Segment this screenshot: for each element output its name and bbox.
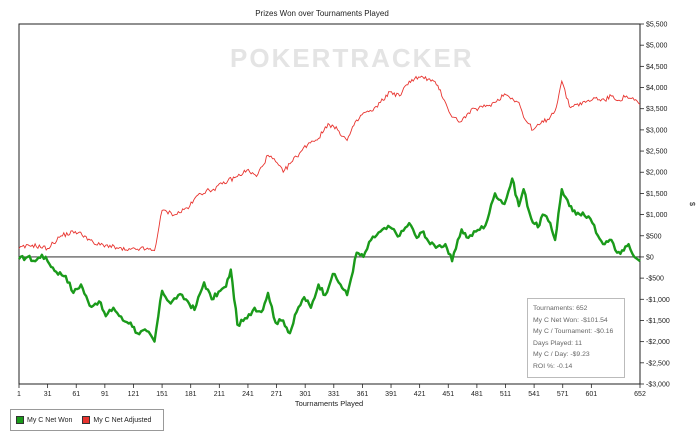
y-tick-label: $1,500 bbox=[646, 191, 668, 198]
stat-net-won: My C Net Won: -$101.54 bbox=[533, 316, 608, 324]
y-tick-label: $3,000 bbox=[646, 127, 668, 134]
x-tick-label: 151 bbox=[156, 391, 168, 398]
series-line-net-won bbox=[18, 177, 641, 343]
x-tick-label: 571 bbox=[557, 391, 569, 398]
x-tick-label: 541 bbox=[528, 391, 540, 398]
y-tick-label: $5,000 bbox=[646, 43, 668, 50]
x-tick-label: 31 bbox=[44, 391, 52, 398]
x-tick-label: 331 bbox=[328, 391, 340, 398]
y-tick-label: $0 bbox=[646, 254, 654, 261]
x-tick-label: 121 bbox=[128, 391, 140, 398]
watermark-logo: POKERTRACKER bbox=[230, 43, 474, 73]
y-axis-label: $ bbox=[688, 202, 697, 207]
x-tick-label: 601 bbox=[586, 391, 598, 398]
y-tick-label: -$1,500 bbox=[646, 318, 670, 325]
stats-box: Tournaments: 652 My C Net Won: -$101.54 … bbox=[527, 298, 625, 378]
x-axis: 1 31 61 91 121 151 181 211 241 271 301 331 361 391 421… bbox=[17, 384, 646, 398]
x-axis-label: Tournaments Played bbox=[295, 399, 363, 408]
legend-swatch-net-won bbox=[16, 416, 24, 424]
legend-swatch-net-adjusted bbox=[82, 416, 91, 424]
y-tick-label: $500 bbox=[646, 233, 662, 240]
x-tick-label: 181 bbox=[185, 391, 197, 398]
y-tick-label: $4,500 bbox=[646, 64, 668, 71]
x-tick-label: 271 bbox=[271, 391, 283, 398]
stat-roi: ROI %: -0.14 bbox=[533, 362, 573, 370]
stat-per-tournament: My C / Tournament: -$0.16 bbox=[533, 328, 614, 336]
legend: My C Net Won My C Net Adjusted bbox=[10, 409, 164, 431]
y-tick-label: $2,000 bbox=[646, 170, 668, 177]
x-tick-label: 652 bbox=[634, 391, 646, 398]
stat-per-day: My C / Day: -$9.23 bbox=[533, 351, 590, 359]
x-tick-label: 91 bbox=[101, 391, 109, 398]
y-tick-label: -$2,500 bbox=[646, 360, 670, 367]
y-tick-label: $4,000 bbox=[646, 85, 668, 92]
x-tick-label: 391 bbox=[385, 391, 397, 398]
legend-label-net-won: My C Net Won bbox=[27, 416, 73, 424]
legend-label-net-adjusted: My C Net Adjusted bbox=[93, 416, 152, 424]
x-tick-label: 511 bbox=[500, 391, 511, 398]
x-tick-label: 361 bbox=[357, 391, 369, 398]
y-tick-label: -$3,000 bbox=[646, 382, 670, 389]
x-tick-label: 241 bbox=[242, 391, 254, 398]
legend-item-net-adjusted[interactable]: My C Net Adjusted bbox=[82, 416, 151, 424]
x-tick-label: 451 bbox=[442, 391, 454, 398]
y-axis: -$3,000 -$2,500 -$2,000 -$1,500 -$1,000 -$500… bbox=[640, 22, 670, 389]
y-tick-label: $2,500 bbox=[646, 149, 668, 156]
x-tick-label: 421 bbox=[414, 391, 426, 398]
x-tick-label: 1 bbox=[17, 391, 21, 398]
x-tick-label: 61 bbox=[72, 391, 80, 398]
plot-frame bbox=[18, 23, 641, 385]
chart-title: Prizes Won over Tournaments Played bbox=[255, 9, 389, 18]
legend-item-net-won[interactable]: My C Net Won bbox=[16, 416, 72, 424]
stat-tournaments: Tournaments: 652 bbox=[533, 305, 588, 312]
x-tick-label: 481 bbox=[471, 391, 483, 398]
y-tick-label: $3,500 bbox=[646, 106, 668, 113]
series-line-net-adjusted bbox=[18, 75, 641, 252]
stat-days-played: Days Played: 11 bbox=[533, 339, 582, 347]
y-tick-label: $5,500 bbox=[646, 22, 668, 29]
x-tick-label: 211 bbox=[214, 391, 225, 398]
y-tick-label: -$2,000 bbox=[646, 339, 670, 346]
y-tick-label: -$1,000 bbox=[646, 297, 670, 304]
x-tick-label: 301 bbox=[299, 391, 311, 398]
y-tick-label: $1,000 bbox=[646, 212, 668, 219]
y-tick-label: -$500 bbox=[646, 276, 664, 283]
